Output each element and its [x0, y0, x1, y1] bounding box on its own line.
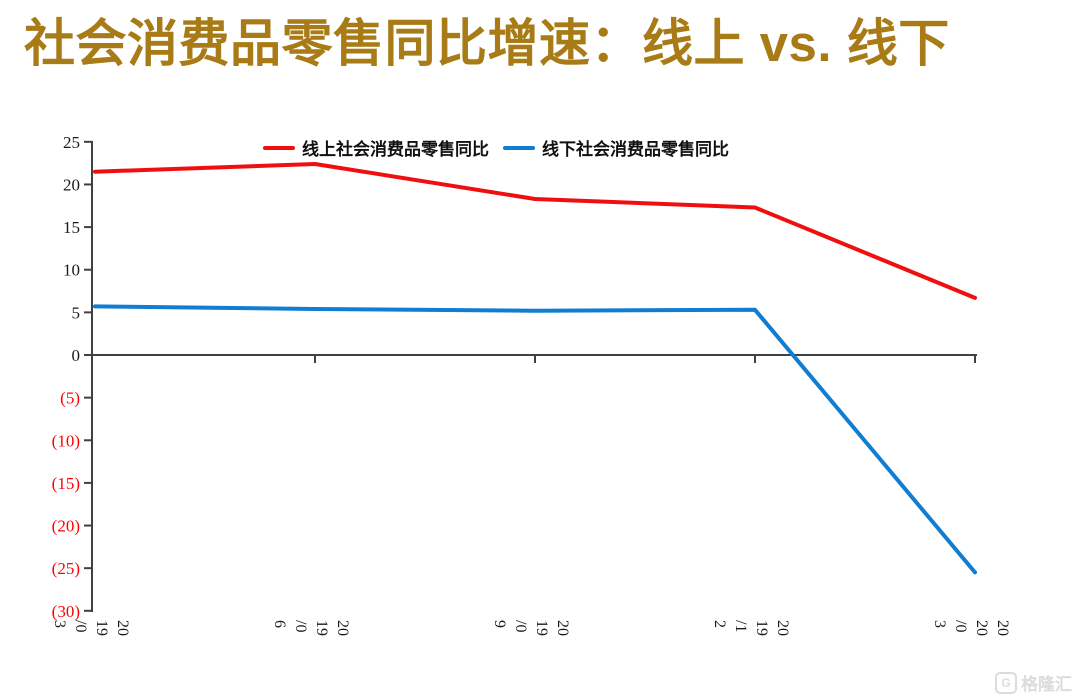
- x-tick-label-part: 19: [93, 620, 110, 636]
- y-tick-label: (5): [60, 389, 80, 408]
- x-tick-label-part: 6: [271, 620, 288, 628]
- y-tick-label: 20: [63, 175, 80, 194]
- series-line-online: [93, 162, 977, 300]
- x-tick-label-part: 19: [533, 620, 550, 636]
- y-tick-label: (10): [52, 431, 80, 450]
- y-tick-label: 5: [72, 303, 81, 322]
- x-tick-label-part: 3: [51, 620, 68, 628]
- x-tick-label-part: 20: [994, 620, 1011, 636]
- y-tick-label: (20): [52, 517, 80, 536]
- x-tick-label-part: 20: [554, 620, 571, 636]
- x-tick-label-part: /0: [72, 620, 89, 632]
- legend-label-offline: 线下社会消费品零售同比: [542, 140, 729, 159]
- y-tick-label: (30): [52, 602, 80, 621]
- series-line-offline: [93, 304, 977, 575]
- x-tick-label-part: 20: [334, 620, 351, 636]
- x-tick-label-part: /0: [952, 620, 969, 632]
- x-tick-label-part: /0: [512, 620, 529, 632]
- x-tick-label-part: 3: [931, 620, 948, 628]
- x-tick-label-part: 20: [114, 620, 131, 636]
- y-tick-label: 25: [63, 133, 80, 152]
- offline-line-swatch-icon: [503, 145, 535, 150]
- x-tick-label-part: 20: [973, 620, 990, 636]
- watermark-text: 格隆汇: [1021, 675, 1072, 694]
- x-tick-label-part: 9: [491, 620, 508, 628]
- legend-item-online: 线上社会消费品零售同比: [263, 135, 489, 160]
- x-tick-label-part: /1: [732, 620, 749, 632]
- gelonghui-logo-icon: G: [995, 671, 1017, 694]
- legend: 线上社会消费品零售同比 线下社会消费品零售同比: [263, 135, 729, 160]
- x-tick-label-part: /0: [292, 620, 309, 632]
- y-tick-label: 0: [72, 346, 81, 365]
- legend-item-offline: 线下社会消费品零售同比: [503, 135, 729, 160]
- watermark: G 格隆汇: [995, 670, 1072, 695]
- x-tick-label-part: 19: [753, 620, 770, 636]
- legend-label-online: 线上社会消费品零售同比: [302, 140, 489, 159]
- y-tick-label: 15: [63, 218, 80, 237]
- online-line-swatch-icon: [263, 145, 295, 150]
- x-tick-label-part: 2: [711, 620, 728, 628]
- y-tick-label: 10: [63, 261, 80, 280]
- y-tick-label: (25): [52, 559, 80, 578]
- chart-title: 社会消费品零售同比增速：线上 vs. 线下: [24, 15, 950, 72]
- x-tick-label-part: 19: [313, 620, 330, 636]
- x-tick-label-part: 20: [774, 620, 791, 636]
- y-tick-label: (15): [52, 474, 80, 493]
